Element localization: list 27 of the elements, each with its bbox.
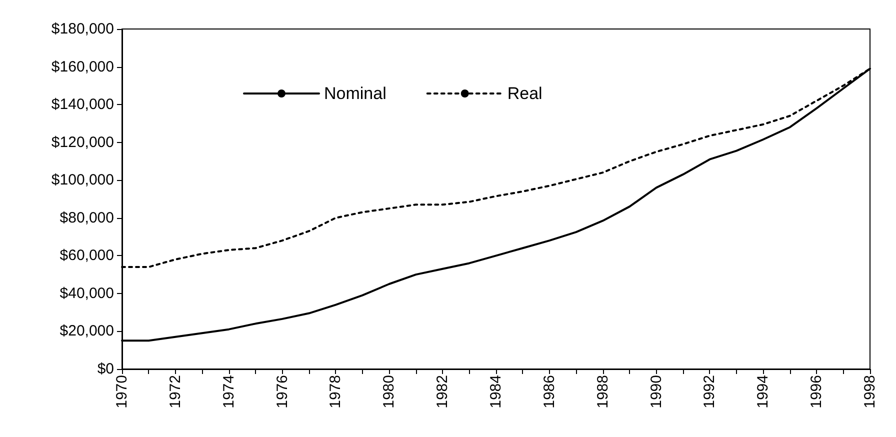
x-tick-label: 1972 [166, 375, 184, 408]
x-tick-label: 1996 [808, 375, 826, 408]
y-tick-label: $180,000 [51, 20, 114, 38]
y-tick-label: $20,000 [60, 322, 114, 340]
x-tick-label: 1978 [327, 375, 344, 408]
y-tick-label: $80,000 [60, 209, 114, 226]
x-tick-label: 1984 [488, 375, 504, 408]
x-tick-label: 1990 [648, 375, 665, 408]
y-tick-label: $60,000 [60, 247, 114, 264]
y-tick-label: $40,000 [60, 284, 114, 302]
x-tick-label: 1974 [220, 375, 238, 408]
x-tick-label: 1980 [380, 375, 398, 408]
x-tick-label: 1988 [594, 375, 612, 408]
x-tick-label: 1986 [540, 375, 558, 408]
y-tick-label: $140,000 [51, 96, 114, 114]
legend-label: Nominal [324, 84, 386, 103]
x-tick-label: 1982 [434, 375, 452, 408]
y-tick-label: $160,000 [51, 58, 114, 76]
x-tick-label: 1976 [274, 375, 291, 408]
y-tick-label: $0 [97, 360, 114, 378]
x-tick-label: 1994 [754, 375, 772, 408]
x-tick-label: 1970 [114, 375, 130, 408]
x-tick-label: 1998 [862, 375, 878, 408]
y-tick-label: $120,000 [51, 134, 114, 151]
x-tick-label: 1992 [701, 375, 718, 408]
y-tick-label: $100,000 [51, 172, 114, 189]
legend-label: Real [507, 84, 542, 103]
